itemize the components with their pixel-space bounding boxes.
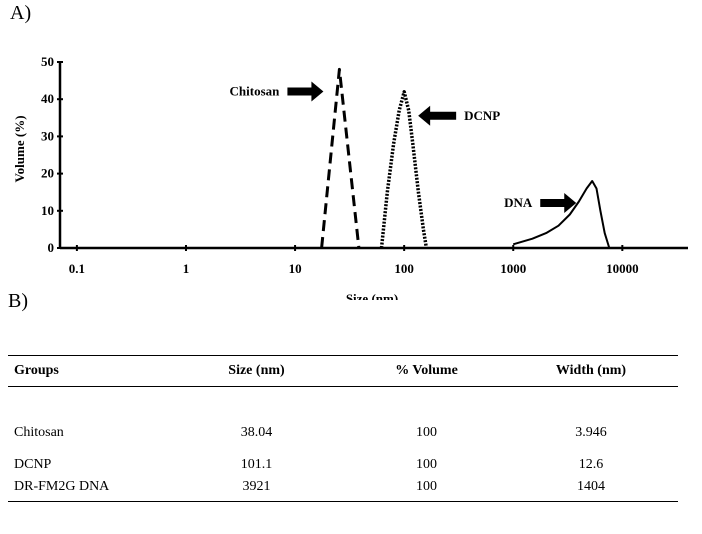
x-tick-label: 1000 (500, 261, 526, 276)
header-width: Width (nm) (504, 355, 678, 387)
cell-group: DR-FM2G DNA (8, 473, 164, 502)
y-tick-label: 0 (48, 240, 55, 255)
x-tick-label: 10 (289, 261, 302, 276)
cell-size: 3921 (164, 473, 349, 502)
y-tick-label: 40 (41, 91, 54, 106)
cell-size: 38.04 (240, 425, 273, 440)
table-header-row: Groups Size (nm) % Volume Width (nm) (8, 355, 678, 387)
dcnp-arrow (418, 105, 457, 126)
header-groups: Groups (8, 355, 164, 387)
x-tick-label: 100 (394, 261, 414, 276)
x-tick-label: 0.1 (69, 261, 85, 276)
panel-a-label: A) (10, 2, 32, 24)
header-size: Size (nm) (164, 355, 349, 387)
cell-volume: 100 (416, 425, 437, 440)
dna-series-line (512, 180, 611, 249)
chitosan-arrow (287, 81, 324, 102)
y-tick-label: 50 (41, 54, 54, 69)
y-axis-title: Volume (%) (12, 115, 27, 182)
cell-width: 3.946 (575, 425, 607, 440)
table-row: DR-FM2G DNA 3921 100 1404 (8, 473, 678, 502)
chitosan-annotation: Chitosan (230, 83, 281, 98)
y-tick-label: 30 (41, 128, 54, 143)
table-row: DCNP 101.1 100 12.6 (8, 441, 678, 473)
size-distribution-chart: 0 10 20 30 40 50 0.1 1 10 100 1000 10000 Size (nm) Vo… (12, 54, 688, 300)
panel-b-label: B) (8, 290, 28, 312)
results-table: Groups Size (nm) % Volume Width (nm) Chi… (8, 355, 678, 502)
table-row: Chitosan 38.04 100 3.946 (8, 387, 678, 442)
x-tick-label: 1 (183, 261, 190, 276)
cell-width: 12.6 (578, 457, 604, 472)
chitosan-series-line (320, 67, 361, 249)
cell-volume: 100 (349, 473, 504, 502)
dcnp-annotation: DCNP (464, 108, 500, 123)
dcnp-series-line (379, 90, 429, 249)
y-tick-label: 20 (41, 166, 54, 181)
x-tick-label: 10000 (606, 261, 639, 276)
header-volume: % Volume (349, 355, 504, 387)
y-tick-label: 10 (41, 203, 54, 218)
cell-size: 101.1 (240, 457, 273, 472)
x-axis-title: Size (nm) (346, 291, 398, 300)
cell-width: 1404 (504, 473, 678, 502)
dna-annotation: DNA (504, 195, 533, 210)
cell-group: DCNP (14, 457, 52, 472)
cell-group: Chitosan (14, 425, 64, 440)
dna-arrow (540, 193, 577, 214)
cell-volume: 100 (416, 457, 437, 472)
